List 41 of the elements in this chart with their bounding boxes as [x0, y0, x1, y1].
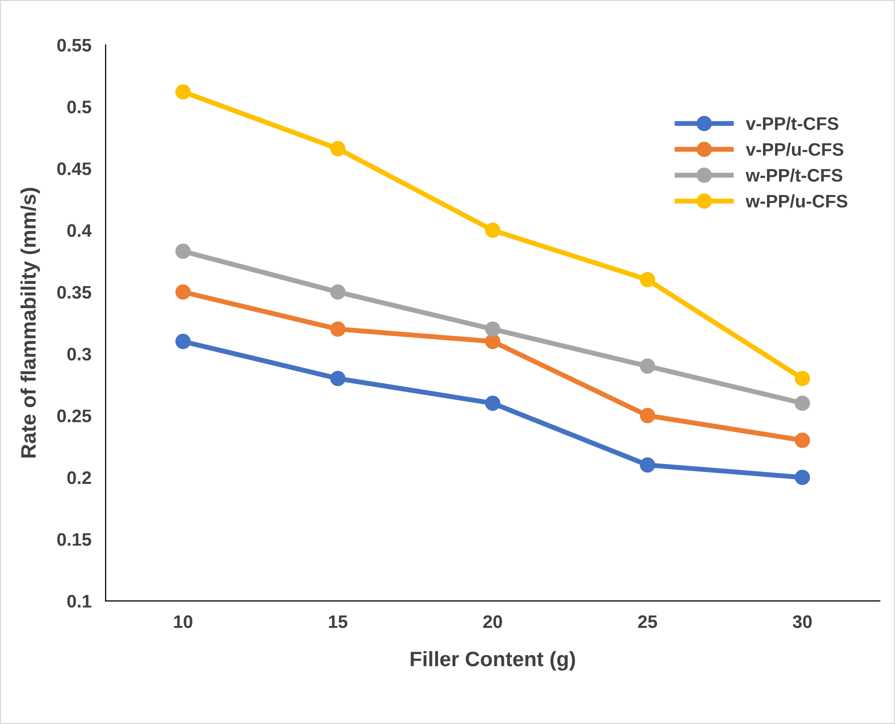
- point: [640, 457, 656, 473]
- point: [485, 334, 500, 350]
- y-tick-label: 0.2: [67, 471, 91, 484]
- legend-label: w-PP/t-CFS: [746, 168, 842, 182]
- point: [485, 396, 500, 411]
- point: [330, 141, 346, 156]
- point: [175, 284, 191, 300]
- x-tick-label: 25: [638, 615, 658, 628]
- point: [640, 358, 656, 374]
- point: [485, 321, 500, 337]
- point: [794, 432, 810, 448]
- y-tick-label: 0.5: [67, 100, 92, 114]
- y-tick-label: 0.1: [67, 594, 92, 608]
- y-tick-label: 0.25: [57, 410, 92, 422]
- point: [485, 222, 500, 238]
- x-tick-label: 15: [328, 615, 348, 628]
- x-tick-label: 30: [792, 615, 812, 628]
- y-axis-title: Rate of flammability (mm/s): [20, 188, 40, 458]
- legend-label: v-PP/u-CFS: [746, 142, 844, 156]
- y-tick-label: 0.35: [57, 286, 92, 299]
- x-tick-label: 10: [174, 615, 192, 628]
- y-tick-label: 0.4: [67, 224, 92, 237]
- point: [640, 272, 656, 288]
- y-tick-label: 0.45: [57, 162, 92, 176]
- x-axis-title: Filler Content (g): [410, 651, 575, 671]
- point: [794, 396, 810, 411]
- point: [330, 284, 346, 300]
- y-tick-label: 0.15: [57, 533, 92, 546]
- point: [330, 370, 346, 386]
- point: [330, 321, 346, 337]
- y-tick-label: 0.55: [57, 38, 92, 52]
- legend-label: v-PP/t-CFS: [746, 116, 838, 130]
- y-tick-label: 0.3: [67, 348, 92, 361]
- point: [640, 408, 656, 424]
- point: [175, 334, 191, 350]
- point: [175, 84, 191, 100]
- point: [175, 244, 191, 259]
- point: [794, 370, 810, 386]
- x-tick-label: 20: [483, 615, 502, 628]
- legend-label: w-PP/u-CFS: [746, 194, 848, 208]
- point: [794, 470, 810, 485]
